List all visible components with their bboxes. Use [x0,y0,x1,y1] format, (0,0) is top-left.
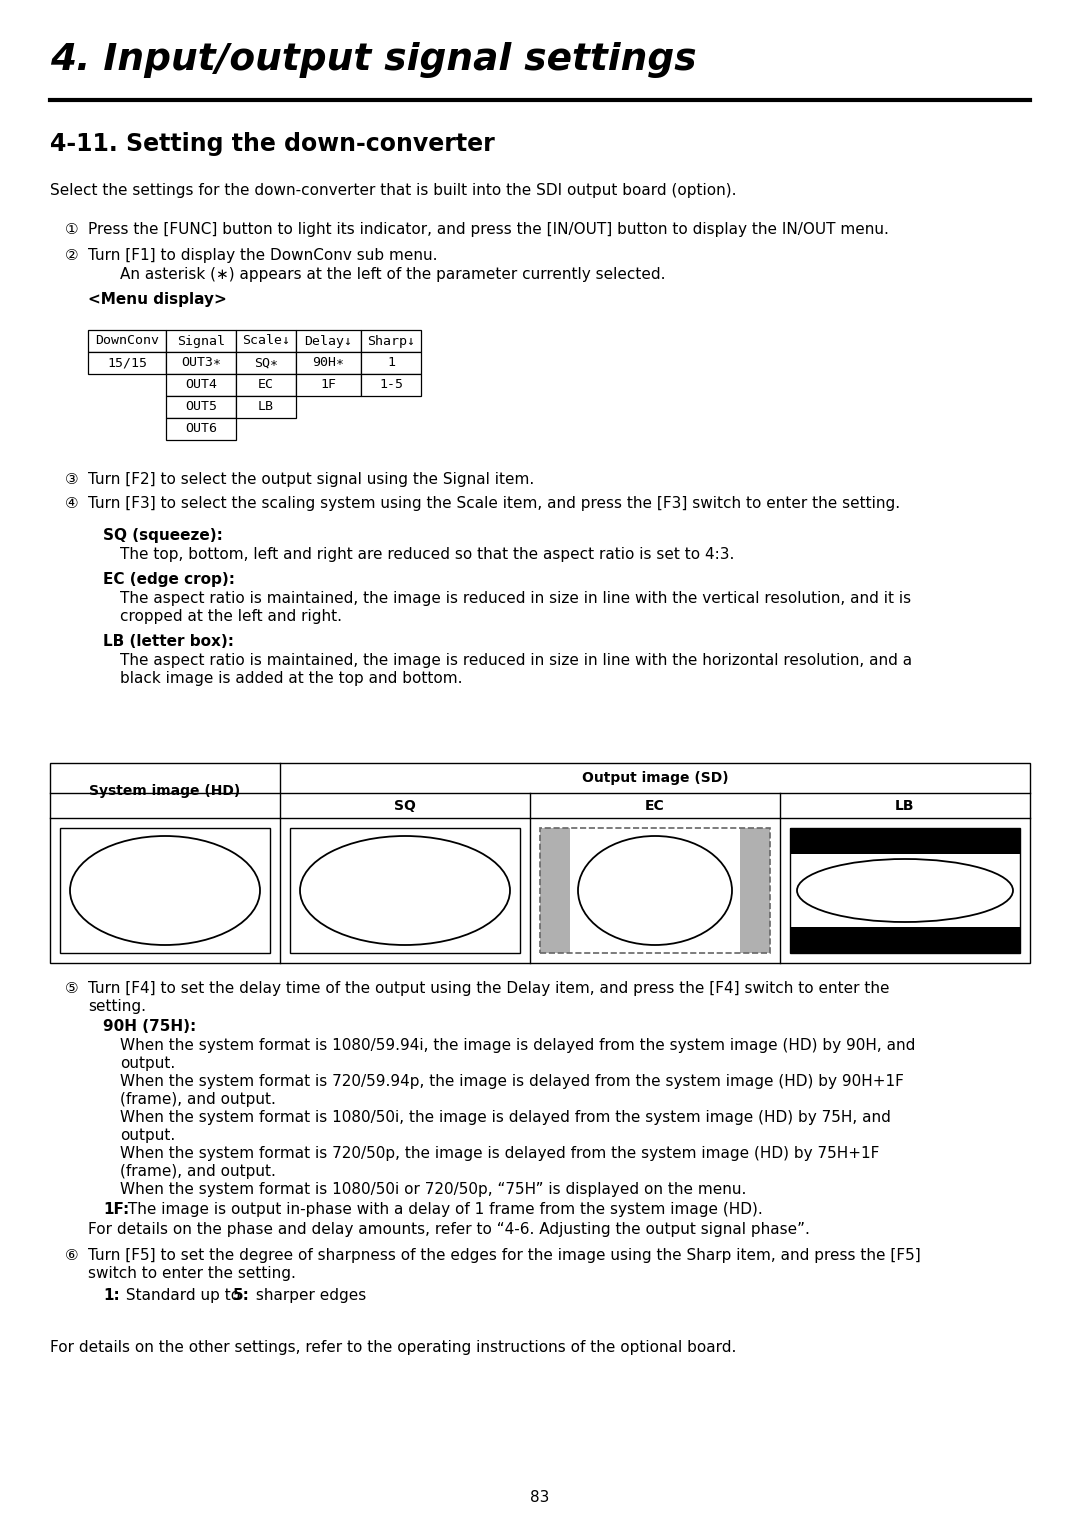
Text: 4-11. Setting the down-converter: 4-11. Setting the down-converter [50,133,495,155]
Text: 1F:: 1F: [103,1202,130,1218]
Text: Signal: Signal [177,334,225,347]
Text: 4. Input/output signal settings: 4. Input/output signal settings [50,43,697,78]
Text: Output image (SD): Output image (SD) [582,771,728,785]
Text: ⑥: ⑥ [65,1248,79,1263]
Text: The aspect ratio is maintained, the image is reduced in size in line with the ho: The aspect ratio is maintained, the imag… [120,652,913,668]
Text: Turn [F5] to set the degree of sharpness of the edges for the image using the Sh: Turn [F5] to set the degree of sharpness… [87,1248,921,1263]
Text: System image (HD): System image (HD) [90,783,241,797]
Text: ①: ① [65,223,79,238]
Text: 1F: 1F [321,378,337,392]
Text: SQ (squeeze):: SQ (squeeze): [103,527,222,543]
Text: EC: EC [258,378,274,392]
Bar [361,331,421,352]
Text: OUT6: OUT6 [185,422,217,436]
Text: sharper edges: sharper edges [251,1288,366,1303]
Ellipse shape [300,837,510,945]
Text: For details on the other settings, refer to the operating instructions of the op: For details on the other settings, refer… [50,1340,737,1355]
Text: ④: ④ [65,495,79,511]
Text: OUT4: OUT4 [185,378,217,392]
Bar [237,396,296,418]
Bar [166,418,237,440]
Ellipse shape [797,860,1013,922]
Bar [237,352,296,373]
Text: Scale↓: Scale↓ [242,334,291,347]
Text: For details on the phase and delay amounts, refer to “4-6. Adjusting the output : For details on the phase and delay amoun… [87,1222,810,1237]
Text: ③: ③ [65,472,79,488]
Text: 90H (75H):: 90H (75H): [103,1020,197,1033]
Text: cropped at the left and right.: cropped at the left and right. [120,610,342,623]
Bar [50,764,1030,963]
Text: Turn [F1] to display the DownConv sub menu.: Turn [F1] to display the DownConv sub me… [87,248,437,264]
Text: LB: LB [258,401,274,413]
Text: The top, bottom, left and right are reduced so that the aspect ratio is set to 4: The top, bottom, left and right are redu… [120,547,734,562]
Bar [166,396,237,418]
Bar [361,352,421,373]
Text: 15/15: 15/15 [107,357,147,369]
Text: SQ: SQ [394,799,416,812]
Text: <Menu display>: <Menu display> [87,293,227,306]
Text: (frame), and output.: (frame), and output. [120,1093,275,1106]
Text: Turn [F3] to select the scaling system using the Scale item, and press the [F3] : Turn [F3] to select the scaling system u… [87,495,900,511]
Text: switch to enter the setting.: switch to enter the setting. [87,1266,296,1282]
Text: 5:: 5: [233,1288,249,1303]
Text: ⑤: ⑤ [65,981,79,997]
Bar [361,373,421,396]
Text: When the system format is 1080/50i or 720/50p, “75H” is displayed on the menu.: When the system format is 1080/50i or 72… [120,1183,746,1196]
Text: Standard up to: Standard up to [121,1288,245,1303]
Text: EC (edge crop):: EC (edge crop): [103,572,235,587]
Bar [87,331,166,352]
Bar [740,828,770,952]
Text: LB (letter box):: LB (letter box): [103,634,234,649]
Ellipse shape [578,837,732,945]
Text: When the system format is 1080/50i, the image is delayed from the system image (: When the system format is 1080/50i, the … [120,1109,891,1125]
Bar [291,828,519,952]
Text: When the system format is 1080/59.94i, the image is delayed from the system imag: When the system format is 1080/59.94i, t… [120,1038,916,1053]
Text: OUT5: OUT5 [185,401,217,413]
Bar [87,352,166,373]
Bar [789,927,1020,952]
Text: DownConv: DownConv [95,334,159,347]
Bar [296,373,361,396]
Text: When the system format is 720/50p, the image is delayed from the system image (H: When the system format is 720/50p, the i… [120,1146,879,1161]
Text: EC: EC [645,799,665,812]
Text: An asterisk (∗) appears at the left of the parameter currently selected.: An asterisk (∗) appears at the left of t… [120,267,665,282]
Ellipse shape [70,837,260,945]
Text: When the system format is 720/59.94p, the image is delayed from the system image: When the system format is 720/59.94p, th… [120,1074,904,1090]
Text: (frame), and output.: (frame), and output. [120,1164,275,1180]
Bar [570,828,740,952]
Text: ②: ② [65,248,79,264]
Text: 83: 83 [530,1490,550,1506]
Bar [166,331,237,352]
Text: Press the [FUNC] button to light its indicator, and press the [IN/OUT] button to: Press the [FUNC] button to light its ind… [87,223,889,238]
Text: LB: LB [895,799,915,812]
Bar [540,828,570,952]
Text: black image is added at the top and bottom.: black image is added at the top and bott… [120,671,462,686]
Bar [166,373,237,396]
Text: Turn [F4] to set the delay time of the output using the Delay item, and press th: Turn [F4] to set the delay time of the o… [87,981,890,997]
Text: output.: output. [120,1128,175,1143]
Text: SQ∗: SQ∗ [254,357,278,369]
Bar [237,373,296,396]
Text: Sharp↓: Sharp↓ [367,334,415,347]
Bar [60,828,270,952]
Text: 1:: 1: [103,1288,120,1303]
Text: The image is output in-phase with a delay of 1 frame from the system image (HD).: The image is output in-phase with a dela… [123,1202,762,1218]
Bar [789,828,1020,853]
Text: The aspect ratio is maintained, the image is reduced in size in line with the ve: The aspect ratio is maintained, the imag… [120,591,912,607]
Text: OUT3∗: OUT3∗ [181,357,221,369]
Text: setting.: setting. [87,1000,146,1013]
Bar [789,828,1020,952]
Text: Select the settings for the down-converter that is built into the SDI output boa: Select the settings for the down-convert… [50,183,737,198]
Text: Turn [F2] to select the output signal using the Signal item.: Turn [F2] to select the output signal us… [87,472,535,488]
Text: output.: output. [120,1056,175,1071]
Bar [166,352,237,373]
Text: 1: 1 [387,357,395,369]
Bar [296,331,361,352]
Bar [540,828,770,952]
Bar [237,331,296,352]
Text: 90H∗: 90H∗ [312,357,345,369]
Text: 1-5: 1-5 [379,378,403,392]
Bar [296,352,361,373]
Text: Delay↓: Delay↓ [305,334,352,347]
